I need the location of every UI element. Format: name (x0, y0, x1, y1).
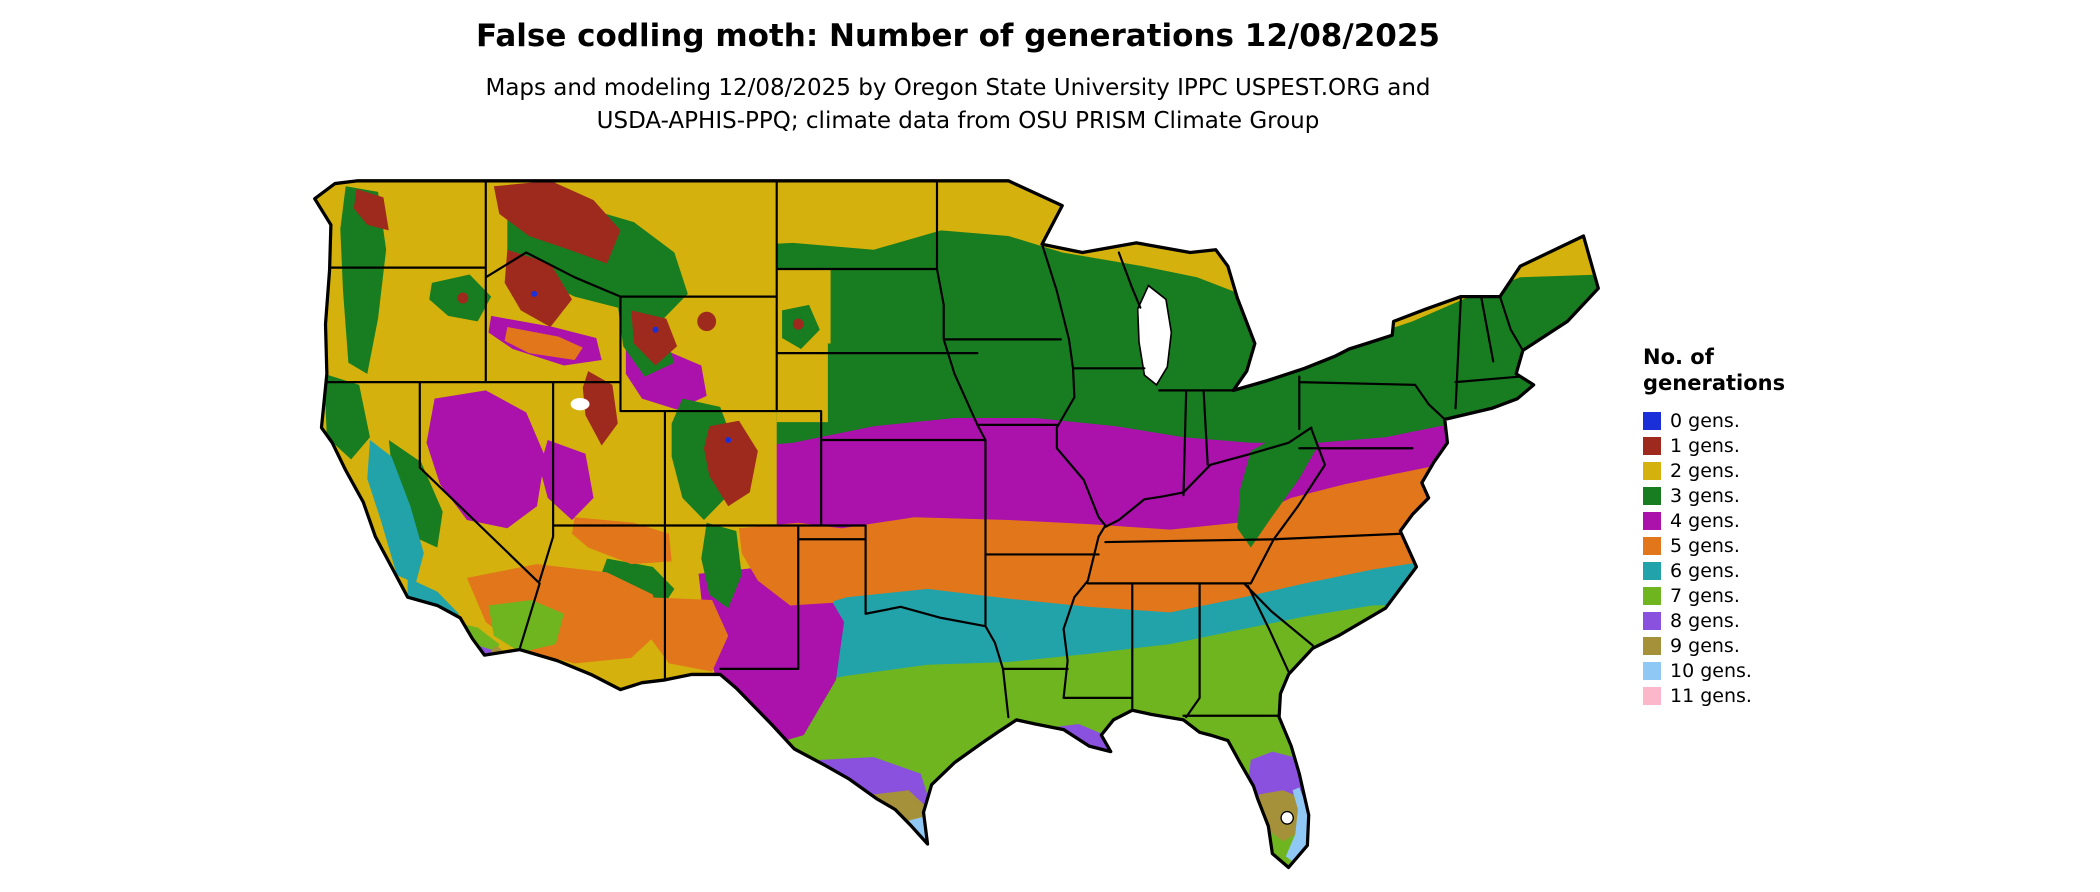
legend-label: 5 gens. (1670, 535, 1740, 557)
legend-swatch-10-gens (1643, 662, 1661, 680)
map-region-4-gens (426, 390, 546, 529)
state-borders (324, 180, 1524, 719)
legend-item: 0 gens. (1643, 409, 1863, 434)
map-region-11-gens (1254, 865, 1261, 868)
map-region-1-gens (457, 292, 469, 304)
legend-label: 8 gens. (1670, 610, 1740, 632)
legend-swatch-2-gens (1643, 462, 1661, 480)
map-region-1-gens (631, 310, 678, 366)
legend-label: 9 gens. (1670, 635, 1740, 657)
legend-title-line-2: generations (1643, 371, 1786, 396)
subtitle-line-1: Maps and modeling 12/08/2025 by Oregon S… (485, 75, 1431, 101)
legend-label: 4 gens. (1670, 510, 1740, 532)
map-region-11-gens (1266, 870, 1272, 877)
legend-item: 3 gens. (1643, 484, 1863, 509)
legend-item: 8 gens. (1643, 609, 1863, 634)
legend-label: 10 gens. (1670, 660, 1752, 682)
legend-item: 10 gens. (1643, 659, 1863, 684)
great-salt-lake (570, 397, 590, 411)
legend-swatch-3-gens (1643, 487, 1661, 505)
page-title: False codling moth: Number of generation… (476, 18, 1440, 54)
legend-label: 0 gens. (1670, 410, 1740, 432)
legend-item: 11 gens. (1643, 684, 1863, 709)
legend-title: No. of generations (1643, 344, 1863, 397)
legend-item: 5 gens. (1643, 534, 1863, 559)
legend-swatch-8-gens (1643, 612, 1661, 630)
map-region-11-gens (1277, 865, 1284, 868)
legend-item: 9 gens. (1643, 634, 1863, 659)
map-region-5-gens (504, 326, 583, 361)
map-region-1-gens (697, 311, 717, 332)
map-region-1-gens (493, 180, 621, 264)
legend-label: 1 gens. (1670, 435, 1740, 457)
map-region-1-gens (792, 318, 804, 330)
map-region-1-gens (582, 371, 618, 446)
map-region-1-gens (703, 420, 758, 507)
map-region-6-gens (367, 440, 424, 584)
map-region-3-gens (701, 522, 742, 609)
map-subtitle: Maps and modeling 12/08/2025 by Oregon S… (100, 72, 1816, 139)
legend-swatch-6-gens (1643, 562, 1661, 580)
map-region-1-gens (504, 249, 572, 327)
legend-item: 4 gens. (1643, 509, 1863, 534)
subtitle-line-2: USDA-APHIS-PPQ; climate data from OSU PR… (596, 108, 1320, 135)
map-region-3-gens (340, 186, 387, 374)
legend-item: 2 gens. (1643, 459, 1863, 484)
legend-label: 11 gens. (1670, 685, 1752, 707)
legend-swatch-0-gens (1643, 412, 1661, 430)
map-region-3-gens (388, 440, 443, 548)
legend-item: 6 gens. (1643, 559, 1863, 584)
legend-swatch-1-gens (1643, 437, 1661, 455)
legend-swatch-4-gens (1643, 512, 1661, 530)
legend-item: 1 gens. (1643, 434, 1863, 459)
map-region-0-gens (531, 290, 538, 297)
legend-item: 7 gens. (1643, 584, 1863, 609)
header: False codling moth: Number of generation… (100, 18, 1816, 139)
us-generations-map (308, 167, 1601, 884)
map-region-5-gens (571, 517, 672, 565)
legend-label: 7 gens. (1670, 585, 1740, 607)
map-fill-layers (314, 180, 1599, 877)
legend-label: 6 gens. (1670, 560, 1740, 582)
map-region-5-gens (739, 522, 850, 606)
lake-okeechobee (1280, 810, 1294, 825)
legend-swatch-7-gens (1643, 587, 1661, 605)
map-region-3-gens (1237, 428, 1319, 548)
map-region-0-gens (725, 436, 732, 444)
map-region-8-gens (765, 757, 931, 843)
lake-michigan (1136, 284, 1173, 387)
map-region-10-gens (1285, 787, 1309, 864)
legend: No. of generations 0 gens. 1 gens. 2 gen… (1643, 344, 1863, 709)
legend-swatch-11-gens (1643, 687, 1661, 705)
map-region-0-gens (652, 326, 659, 333)
legend-label: 3 gens. (1670, 485, 1740, 507)
us-map-svg (313, 179, 1600, 877)
map-region-1-gens (353, 189, 389, 231)
legend-swatch-5-gens (1643, 537, 1661, 555)
legend-label: 2 gens. (1670, 460, 1740, 482)
map-region-3-gens (324, 373, 370, 460)
legend-title-line-1: No. of (1643, 345, 1714, 369)
legend-swatch-9-gens (1643, 637, 1661, 655)
us-outline (313, 179, 1600, 870)
